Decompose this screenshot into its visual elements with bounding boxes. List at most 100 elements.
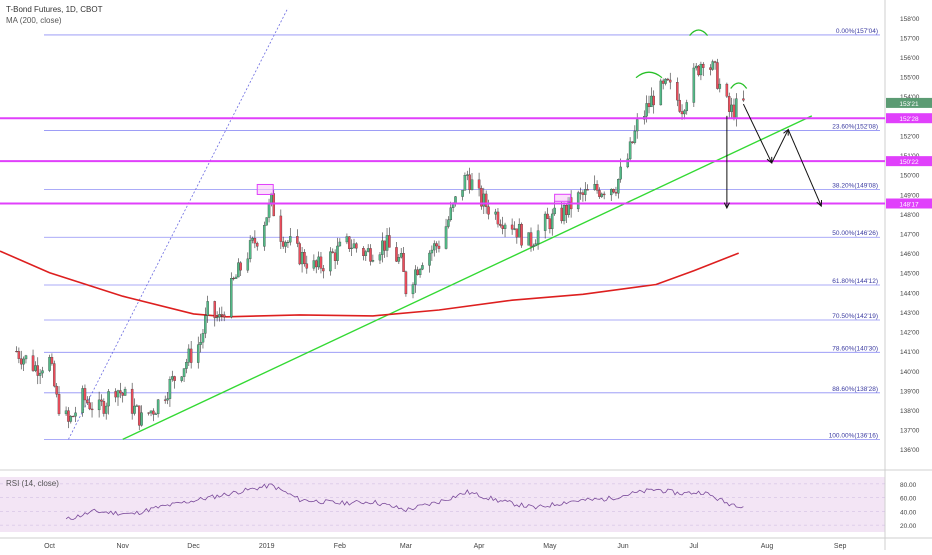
- candle-body: [19, 358, 23, 365]
- candle-body: [100, 399, 103, 402]
- candle-body: [730, 104, 733, 112]
- rsi-legend: RSI (14, close): [6, 479, 59, 488]
- candle-body: [317, 256, 320, 268]
- price-tag-label: 148'17: [899, 201, 919, 208]
- target-arrow-head: [723, 202, 730, 210]
- candle-body: [255, 242, 259, 247]
- candle-body: [312, 260, 316, 269]
- candle-body: [411, 284, 415, 295]
- candle-body: [576, 192, 580, 210]
- candle-body: [668, 79, 672, 83]
- candle-body: [444, 226, 448, 249]
- candle-body: [482, 193, 486, 207]
- candle-body: [206, 301, 209, 316]
- candle-body: [251, 237, 254, 241]
- candle-body: [248, 240, 252, 260]
- drawing-layer: [68, 7, 813, 441]
- candle-body: [676, 82, 679, 101]
- candle-body: [381, 240, 384, 255]
- price-tick-label: 144'00: [900, 290, 920, 297]
- candle-body: [333, 252, 337, 261]
- candle-body: [529, 232, 533, 247]
- candle-body: [619, 166, 622, 180]
- time-tick-label: Apr: [474, 543, 486, 550]
- price-tick-label: 146'00: [900, 251, 920, 258]
- candle-body: [461, 190, 464, 197]
- rsi-tick-label: 20.00: [900, 523, 917, 530]
- candle-body: [102, 401, 106, 414]
- candle-body: [463, 175, 467, 191]
- candle-body: [171, 376, 174, 380]
- rsi-axis[interactable]: 80.00 60.00 40.00 20.00: [900, 482, 917, 530]
- candle-body: [378, 254, 382, 261]
- candle-body: [565, 205, 568, 215]
- price-tags-layer: 153'21 152'28 150'22 148'17: [886, 97, 932, 209]
- candle-body: [173, 376, 176, 381]
- candle-body: [296, 236, 299, 244]
- candle-body: [612, 189, 615, 193]
- head-arc: [689, 29, 709, 36]
- uptrend-line[interactable]: [122, 115, 813, 441]
- candle-body: [204, 315, 207, 334]
- candle-body: [584, 189, 587, 195]
- candle-body: [694, 65, 698, 69]
- candle-body: [399, 253, 403, 258]
- candle-body: [635, 119, 639, 132]
- candle-body: [404, 271, 408, 295]
- candle-body: [272, 193, 276, 217]
- candle-body: [116, 390, 120, 398]
- candle-body: [713, 61, 717, 63]
- candle-body: [163, 399, 167, 401]
- candle-body: [532, 245, 535, 247]
- candle-body: [222, 314, 226, 318]
- left-shoulder-arc: [635, 71, 663, 79]
- candle-body: [338, 241, 342, 247]
- candle-body: [83, 388, 87, 401]
- candle-body: [156, 399, 160, 415]
- candle-body: [371, 259, 375, 262]
- candle-body: [289, 236, 292, 243]
- candle-body: [432, 243, 436, 251]
- fib-level-label: 61.80%(144'12): [832, 278, 878, 285]
- candle-body: [683, 110, 686, 115]
- candle-body: [147, 412, 150, 414]
- candle-body: [581, 192, 585, 195]
- fib-level-label: 23.60%(152'08): [832, 124, 878, 131]
- candle-body: [617, 179, 620, 194]
- price-tag-label: 152'28: [899, 116, 919, 123]
- ma-legend: MA (200, close): [6, 16, 62, 25]
- time-tick-label: Nov: [116, 543, 129, 550]
- candle-body: [593, 184, 596, 190]
- time-tick-label: 2019: [259, 543, 275, 550]
- candle-body: [281, 241, 285, 247]
- candle-body: [742, 98, 745, 101]
- projection-arrow-2: [771, 129, 789, 164]
- time-axis[interactable]: Oct Nov Dec 2019 Feb Mar Apr May Jun Jul Aug Sep: [44, 543, 846, 550]
- candle-body: [67, 410, 70, 422]
- price-axis[interactable]: 158'00157'00156'00155'00154'00153'00152'…: [900, 16, 920, 454]
- candle-body: [135, 405, 139, 407]
- candle-body: [263, 225, 266, 247]
- candle-body: [647, 103, 651, 108]
- main-pane: [0, 0, 885, 462]
- candle-body: [680, 111, 684, 115]
- time-tick-label: Oct: [44, 543, 55, 550]
- time-tick-label: May: [543, 543, 557, 550]
- candle-body: [303, 252, 306, 264]
- fib-level-label: 100.00%(136'16): [829, 432, 878, 439]
- candle-body: [685, 102, 689, 112]
- candle-body: [352, 243, 356, 249]
- candle-body: [416, 269, 419, 276]
- ma200-line: [0, 250, 739, 318]
- candle-body: [239, 262, 242, 271]
- rsi-pane: [0, 477, 885, 532]
- candle-body: [718, 83, 722, 89]
- candle-body: [513, 228, 516, 230]
- candle-body: [230, 278, 233, 318]
- time-tick-label: Jul: [689, 543, 698, 550]
- highlight-box-jan: [256, 183, 274, 195]
- candle-body: [182, 368, 186, 377]
- candle-body: [300, 252, 304, 265]
- time-tick-label: Sep: [834, 543, 847, 550]
